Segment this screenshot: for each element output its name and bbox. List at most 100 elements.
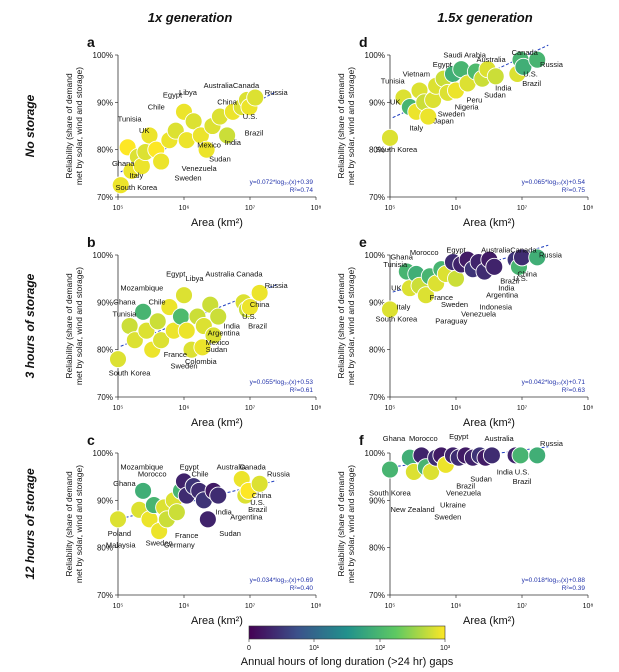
data-point bbox=[175, 286, 193, 305]
country-label: UK bbox=[391, 284, 401, 293]
x-tick-label: 10⁵ bbox=[113, 405, 124, 412]
country-label: Tunisia bbox=[118, 114, 143, 123]
x-tick-label: 10⁵ bbox=[385, 603, 396, 610]
country-label: Ukraine bbox=[440, 500, 466, 509]
y-tick-label: 100% bbox=[93, 51, 113, 60]
x-axis-label: Area (km²) bbox=[463, 615, 515, 627]
fit-equation: y=0.018*log₁₀(x)+0.88 bbox=[522, 577, 586, 584]
country-label: Canada bbox=[512, 48, 539, 57]
data-point bbox=[485, 257, 504, 276]
country-label: Russia bbox=[265, 281, 289, 290]
y-axis-label: met by solar, wind and storage) bbox=[74, 267, 84, 385]
y-axis-label: Reliability (share of demand bbox=[336, 273, 346, 379]
y-tick-label: 70% bbox=[97, 591, 113, 600]
panel-f: f 70% 80% 90% 100% 10⁵ 10⁶ 10⁷ 10⁸ Area (km²) Reli… bbox=[336, 432, 593, 627]
country-label: Egypt bbox=[449, 432, 469, 441]
country-label: Argentina bbox=[486, 291, 519, 300]
x-tick-label: 10⁶ bbox=[179, 603, 190, 610]
country-label: UK bbox=[139, 126, 149, 135]
panel-letter: d bbox=[359, 34, 368, 50]
x-tick-label: 10⁶ bbox=[451, 603, 462, 610]
y-tick-label: 90% bbox=[369, 298, 385, 307]
x-tick-label: 10⁶ bbox=[451, 205, 462, 212]
country-label: U.S. bbox=[515, 467, 530, 476]
country-label: Australia bbox=[204, 81, 234, 90]
country-label: China bbox=[252, 491, 272, 500]
x-tick-label: 10⁷ bbox=[245, 603, 256, 610]
col-title-1-5x: 1.5x generation bbox=[437, 10, 532, 25]
colorbar-tick-marks bbox=[248, 639, 446, 642]
country-label: Brazil bbox=[522, 79, 541, 88]
data-point bbox=[209, 486, 228, 505]
country-label: Colombia bbox=[185, 357, 218, 366]
country-label: Paraguay bbox=[435, 317, 467, 326]
country-label: South Korea bbox=[369, 489, 412, 498]
y-tick-label: 90% bbox=[369, 496, 385, 505]
country-label: India bbox=[498, 284, 515, 293]
data-point bbox=[152, 152, 171, 171]
y-axis-label: met by solar, wind and storage) bbox=[74, 67, 84, 185]
x-tick-label: 10⁷ bbox=[245, 205, 256, 212]
country-label: India bbox=[216, 508, 233, 517]
country-label: Russia bbox=[540, 439, 564, 448]
row-title-3h-storage: 3 hours of storage bbox=[23, 273, 37, 378]
y-tick-label: 80% bbox=[369, 544, 385, 553]
y-axis-label: Reliability (share of demand bbox=[64, 471, 74, 577]
country-label: Chile bbox=[148, 298, 165, 307]
country-label: Egypt bbox=[180, 463, 200, 472]
country-label: U.S. bbox=[242, 312, 257, 321]
data-point bbox=[381, 128, 399, 147]
y-tick-label: 80% bbox=[97, 346, 113, 355]
x-tick-label: 10⁷ bbox=[517, 205, 528, 212]
data-point bbox=[381, 460, 399, 479]
country-label: Libya bbox=[186, 274, 205, 283]
panel-b: b 70% 80% 90% 100% 10⁵ 10⁶ 10⁷ 10⁸ Area (km²) Reli… bbox=[64, 234, 321, 429]
country-label: Tunisia bbox=[112, 310, 137, 319]
x-tick-label: 10⁵ bbox=[113, 603, 124, 610]
data-point bbox=[250, 283, 269, 302]
country-label: Ghana bbox=[383, 434, 406, 443]
country-label: Mozambique bbox=[120, 284, 163, 293]
country-label: U.S. bbox=[243, 112, 258, 121]
data-point bbox=[528, 248, 547, 267]
country-label: Indonesia bbox=[479, 302, 512, 311]
panel-d: d 70% 80% 90% 100% 10⁵ 10⁶ 10⁷ 10⁸ Area (km²) Reli… bbox=[336, 34, 593, 229]
country-label: Mexico bbox=[197, 140, 221, 149]
x-tick-label: 10⁸ bbox=[583, 205, 594, 212]
colorbar-tick-2: 10² bbox=[375, 645, 386, 652]
country-label: Egypt bbox=[166, 269, 186, 278]
country-label: India bbox=[495, 84, 512, 93]
y-tick-label: 100% bbox=[365, 51, 385, 60]
y-tick-label: 100% bbox=[93, 251, 113, 260]
country-label: Morocco bbox=[138, 470, 167, 479]
country-label: Malaysia bbox=[106, 541, 136, 550]
country-label: South Korea bbox=[109, 369, 152, 378]
country-label: Mexico bbox=[205, 338, 229, 347]
country-label: South Korea bbox=[376, 314, 419, 323]
fit-r2: R²=0.39 bbox=[562, 585, 586, 592]
country-label: Sweden bbox=[438, 110, 465, 119]
country-label: Vietnam bbox=[403, 69, 430, 78]
y-tick-label: 70% bbox=[369, 193, 385, 202]
y-tick-label: 70% bbox=[369, 591, 385, 600]
y-axis-label: Reliability (share of demand bbox=[336, 73, 346, 179]
y-tick-label: 80% bbox=[97, 544, 113, 553]
country-label: Venezuela bbox=[182, 164, 218, 173]
colorbar-gradient bbox=[248, 625, 446, 640]
x-tick-label: 10⁶ bbox=[179, 405, 190, 412]
data-point bbox=[134, 302, 153, 321]
y-tick-label: 70% bbox=[97, 193, 113, 202]
country-label: U.S. bbox=[523, 69, 538, 78]
country-label: Tunisia bbox=[383, 260, 408, 269]
country-label: Australia bbox=[476, 55, 506, 64]
data-point bbox=[134, 481, 153, 500]
row-title-12h-storage: 12 hours of storage bbox=[23, 468, 37, 580]
fit-r2: R²=0.75 bbox=[562, 187, 586, 194]
fit-equation: y=0.042*log₁₀(x)+0.71 bbox=[522, 379, 586, 386]
country-label: Saudi Arabia bbox=[443, 50, 486, 59]
col-title-1x: 1x generation bbox=[148, 10, 233, 25]
country-label: Sweden bbox=[174, 173, 201, 182]
country-label: India bbox=[497, 467, 514, 476]
data-point bbox=[218, 126, 237, 145]
country-label: India bbox=[224, 321, 241, 330]
